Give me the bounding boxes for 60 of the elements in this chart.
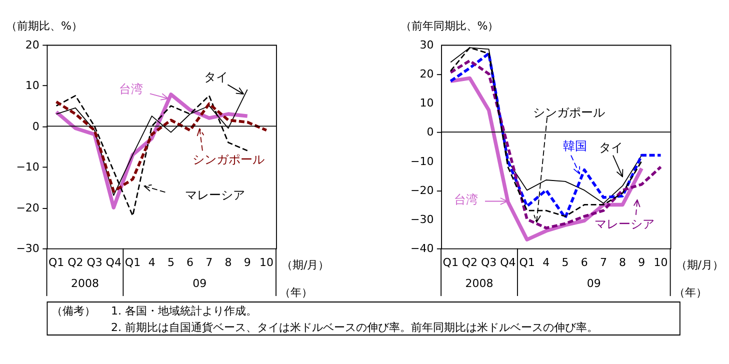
x-tick-label: Q3: [86, 256, 102, 269]
y-tick-label: −30: [410, 212, 434, 226]
x-tick-label: 8: [224, 256, 232, 269]
text: 2008: [465, 276, 494, 290]
series-label: タイ: [204, 70, 228, 84]
y-tick-label: 0: [32, 120, 40, 133]
y-tick-label: 10: [25, 79, 40, 92]
x-tick-label: Q4: [106, 256, 122, 269]
x-tick-label: 6: [580, 256, 588, 269]
y-tick-label: 10: [420, 96, 434, 110]
x-tick-label: Q1: [442, 256, 458, 269]
text: 2. 前期比は自国通貨ベース、タイは米ドルベースの伸び率。前年同期比は米ドルベースの伸び率。: [110, 320, 598, 334]
text: シンガポール: [533, 106, 606, 120]
text: 09: [192, 276, 207, 290]
text: 2008: [70, 276, 99, 290]
x-tick-label: 8: [619, 256, 626, 269]
series-label: シンガポール: [192, 152, 264, 167]
y-tick-label: −20: [16, 201, 40, 214]
y-axis-title: （前期比、%）: [6, 20, 82, 33]
text: （期/月）: [676, 258, 724, 272]
legend-label: マレーシア: [184, 188, 245, 202]
y-axis-title: （前年同期比、%）: [400, 20, 499, 33]
series-label: 韓国: [562, 139, 587, 154]
x-tick-label: Q3: [480, 256, 497, 269]
text: 台湾: [118, 82, 143, 96]
x-tick-label: 4: [148, 256, 156, 269]
series-label: タイ: [599, 140, 624, 155]
y-tick-label: 0: [426, 126, 434, 139]
legend-label: 台湾: [454, 192, 478, 206]
x-tick-label: 7: [600, 256, 607, 269]
x-tick-label: 10: [259, 256, 274, 269]
y-tick-label: −30: [16, 242, 40, 256]
x-tick-label: Q2: [462, 256, 478, 269]
y-tick-label: 20: [420, 68, 434, 81]
text: （備考）: [51, 304, 96, 318]
y-tick-label: −10: [16, 160, 40, 174]
y-tick-label: −10: [410, 154, 434, 168]
text: （期/月）: [281, 258, 330, 272]
x-tick-label: 9: [244, 256, 251, 269]
x-tick-label: 6: [186, 256, 194, 269]
y-tick-label: −40: [410, 242, 434, 256]
y-tick-label: 20: [25, 38, 40, 52]
x-tick-label: 10: [654, 256, 668, 269]
x-tick-label: 9: [638, 256, 646, 269]
x-tick-label: 4: [542, 256, 550, 269]
y-tick-label: 30: [420, 38, 434, 52]
x-tick-label: 5: [167, 256, 174, 269]
text: （年）: [674, 286, 707, 300]
x-tick-label: Q4: [500, 256, 516, 269]
text: 1. 各国・地域統計より作成。: [110, 304, 257, 318]
x-tick-label: Q1: [519, 256, 535, 269]
text: 09: [586, 276, 601, 290]
x-tick-label: 7: [206, 256, 213, 269]
x-tick-label: Q2: [68, 256, 84, 269]
x-tick-label: Q1: [48, 256, 64, 269]
y-tick-label: −20: [410, 184, 434, 197]
x-tick-label: Q1: [124, 256, 141, 269]
x-tick-label: 5: [562, 256, 569, 269]
series-label: マレーシア: [594, 216, 654, 231]
text: （年）: [280, 286, 313, 300]
